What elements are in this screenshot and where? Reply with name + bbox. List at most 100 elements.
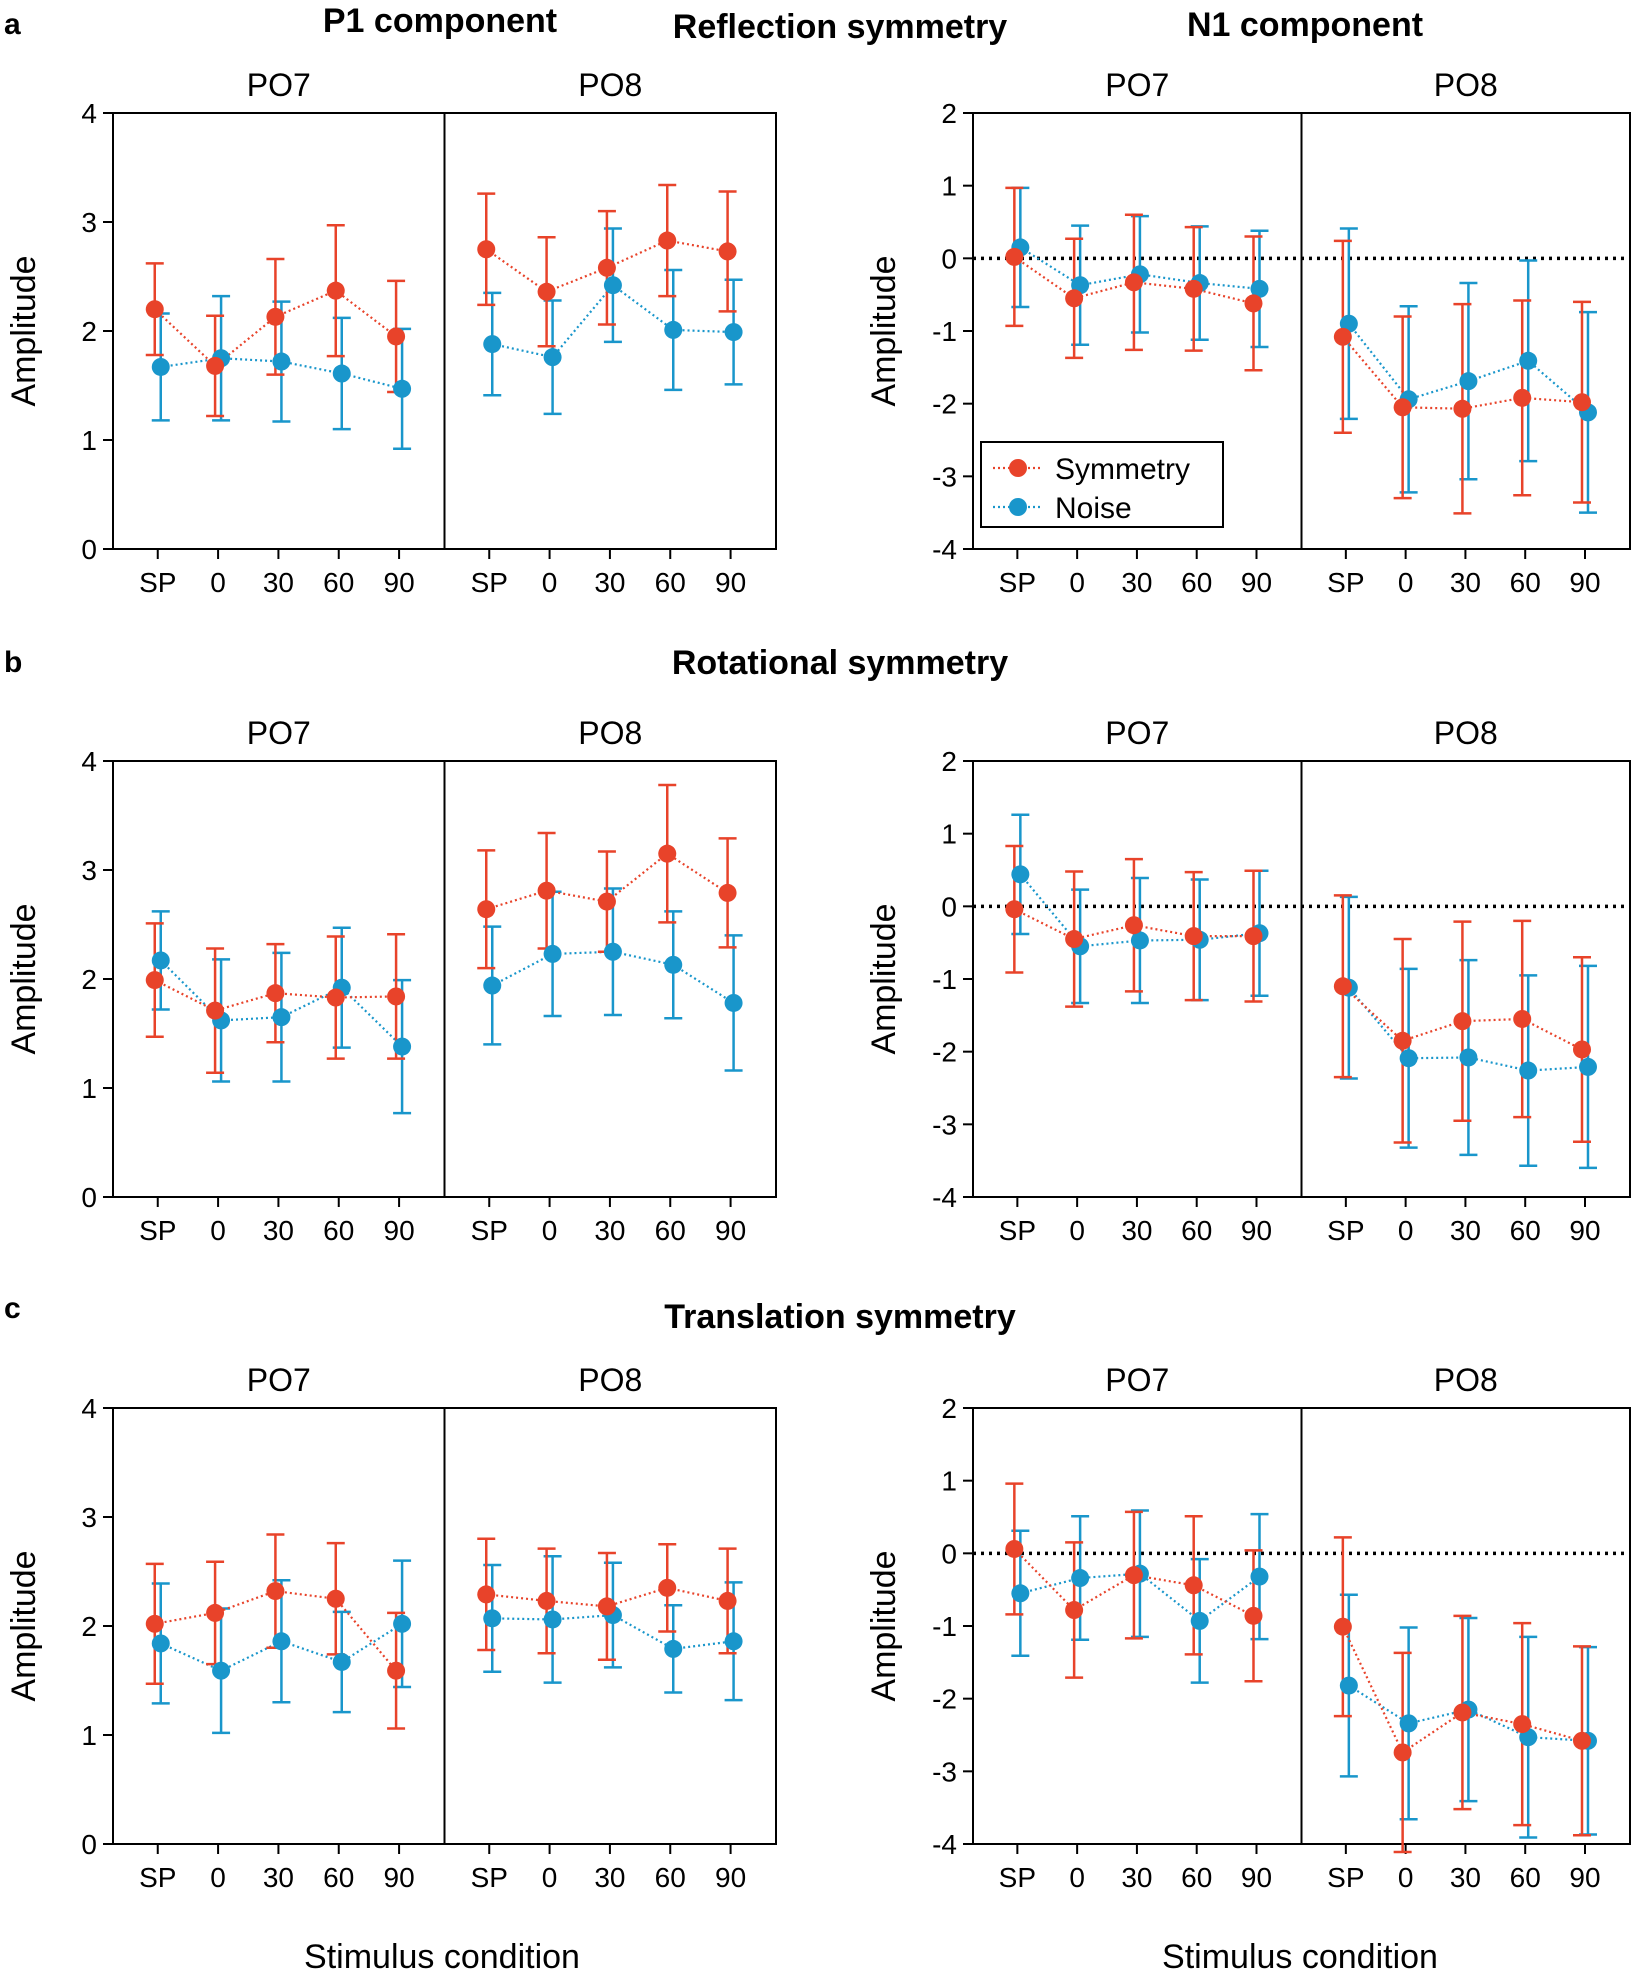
- x-tick-label: 60: [1181, 1862, 1212, 1893]
- noise-point: [543, 348, 562, 367]
- x-tick-label: 0: [1069, 567, 1085, 598]
- x-tick-label: SP: [139, 1215, 176, 1246]
- noise-point: [483, 1609, 502, 1628]
- noise-point: [1578, 1057, 1597, 1076]
- noise-point: [543, 1610, 562, 1629]
- noise-point: [272, 352, 291, 371]
- symmetry-point: [1513, 1009, 1532, 1028]
- x-tick-label: 0: [210, 1862, 226, 1893]
- symmetry-point: [206, 356, 225, 375]
- y-tick-label: 1: [81, 1073, 97, 1104]
- symmetry-point: [537, 1591, 556, 1610]
- y-tick-label: 1: [81, 1720, 97, 1751]
- y-tick-label: -4: [932, 1829, 957, 1860]
- noise-point: [1130, 931, 1149, 950]
- symmetry-point: [1184, 1576, 1203, 1595]
- noise-line-po7: [160, 1622, 403, 1672]
- symmetry-line-po8: [1342, 985, 1583, 1051]
- noise-point: [151, 357, 170, 376]
- noise-point: [724, 1632, 743, 1651]
- noise-point: [272, 1632, 291, 1651]
- x-tick-label: 0: [1398, 567, 1414, 598]
- symmetry-point: [1572, 1040, 1591, 1059]
- y-tick-label: 0: [941, 243, 957, 274]
- electrode-label-po7: PO7: [247, 715, 311, 751]
- x-tick-label: SP: [471, 1862, 508, 1893]
- noise-point: [1399, 1049, 1418, 1068]
- noise-point: [1339, 1676, 1358, 1695]
- symmetry-point: [387, 987, 406, 1006]
- n1-component-title: N1 component: [1187, 6, 1423, 44]
- x-tick-label: 90: [1241, 1862, 1272, 1893]
- symmetry-point: [597, 1597, 616, 1616]
- symmetry-point: [597, 258, 616, 277]
- x-tick-label: 60: [1181, 567, 1212, 598]
- symmetry-point: [1393, 1031, 1412, 1050]
- symmetry-point: [1184, 927, 1203, 946]
- x-tick-label: SP: [1327, 567, 1364, 598]
- x-tick-label: 90: [1241, 1215, 1272, 1246]
- x-tick-label: 90: [1569, 1215, 1600, 1246]
- electrode-label-po7: PO7: [1105, 1362, 1169, 1398]
- x-tick-label: 60: [655, 1215, 686, 1246]
- y-tick-label: 4: [81, 746, 97, 777]
- symmetry-point: [1453, 1012, 1472, 1031]
- y-axis-label: Amplitude: [865, 903, 903, 1054]
- symmetry-point: [1005, 900, 1024, 919]
- x-tick-label: 60: [1510, 567, 1541, 598]
- symmetry-point: [145, 300, 164, 319]
- y-tick-label: 2: [941, 746, 957, 777]
- y-tick-label: 3: [81, 1502, 97, 1533]
- y-tick-label: 0: [941, 1538, 957, 1569]
- x-tick-label: 0: [542, 1862, 558, 1893]
- y-tick-label: -2: [932, 389, 957, 420]
- symmetry-point: [1393, 398, 1412, 417]
- x-tick-label: 60: [655, 1862, 686, 1893]
- symmetry-point: [387, 327, 406, 346]
- x-tick-label: 60: [323, 567, 354, 598]
- symmetry-point: [1244, 1606, 1263, 1625]
- y-axis-label: Amplitude: [5, 255, 43, 406]
- legend-noise-label: Noise: [1055, 492, 1132, 525]
- x-tick-label: 0: [542, 567, 558, 598]
- electrode-label-po8: PO8: [1434, 1362, 1498, 1398]
- x-tick-label: 90: [715, 1215, 746, 1246]
- chart-c-n1: PO7 PO8 -4 -3 -2 -1 0 1 2 Amplitude SP 0 30 60 90 SP 0 30…: [865, 1362, 1631, 1893]
- symmetry-point: [145, 971, 164, 990]
- y-tick-label: 4: [81, 98, 97, 129]
- electrode-label-po8: PO8: [578, 1362, 642, 1398]
- x-tick-label: 0: [542, 1215, 558, 1246]
- x-tick-label: 30: [1121, 567, 1152, 598]
- symmetry-point: [1005, 247, 1024, 266]
- x-tick-label: 60: [1510, 1862, 1541, 1893]
- noise-point: [543, 944, 562, 963]
- x-tick-label: 0: [210, 1215, 226, 1246]
- noise-point: [212, 1661, 231, 1680]
- symmetry-point: [1124, 1566, 1143, 1585]
- x-tick-label: 30: [1450, 1215, 1481, 1246]
- y-tick-label: 3: [81, 855, 97, 886]
- x-tick-label: SP: [1327, 1215, 1364, 1246]
- x-tick-label: 90: [1569, 567, 1600, 598]
- symmetry-point: [597, 892, 616, 911]
- x-tick-label: 0: [1398, 1862, 1414, 1893]
- y-tick-label: 1: [941, 1466, 957, 1497]
- symmetry-point: [1065, 930, 1084, 949]
- noise-point: [1459, 1048, 1478, 1067]
- x-tick-label: 90: [384, 1215, 415, 1246]
- symmetry-point: [658, 231, 677, 250]
- symmetry-point: [537, 881, 556, 900]
- symmetry-point: [658, 1578, 677, 1597]
- symmetry-point: [477, 240, 496, 259]
- x-axis-label-right: Stimulus condition: [1162, 1938, 1438, 1976]
- symmetry-point: [1124, 916, 1143, 935]
- y-tick-label: 1: [941, 171, 957, 202]
- electrode-label-po8: PO8: [1434, 67, 1498, 103]
- symmetry-point: [1124, 273, 1143, 292]
- rotational-symmetry-title: Rotational symmetry: [672, 644, 1008, 682]
- x-tick-label: SP: [471, 567, 508, 598]
- x-tick-label: 30: [594, 567, 625, 598]
- noise-point: [724, 993, 743, 1012]
